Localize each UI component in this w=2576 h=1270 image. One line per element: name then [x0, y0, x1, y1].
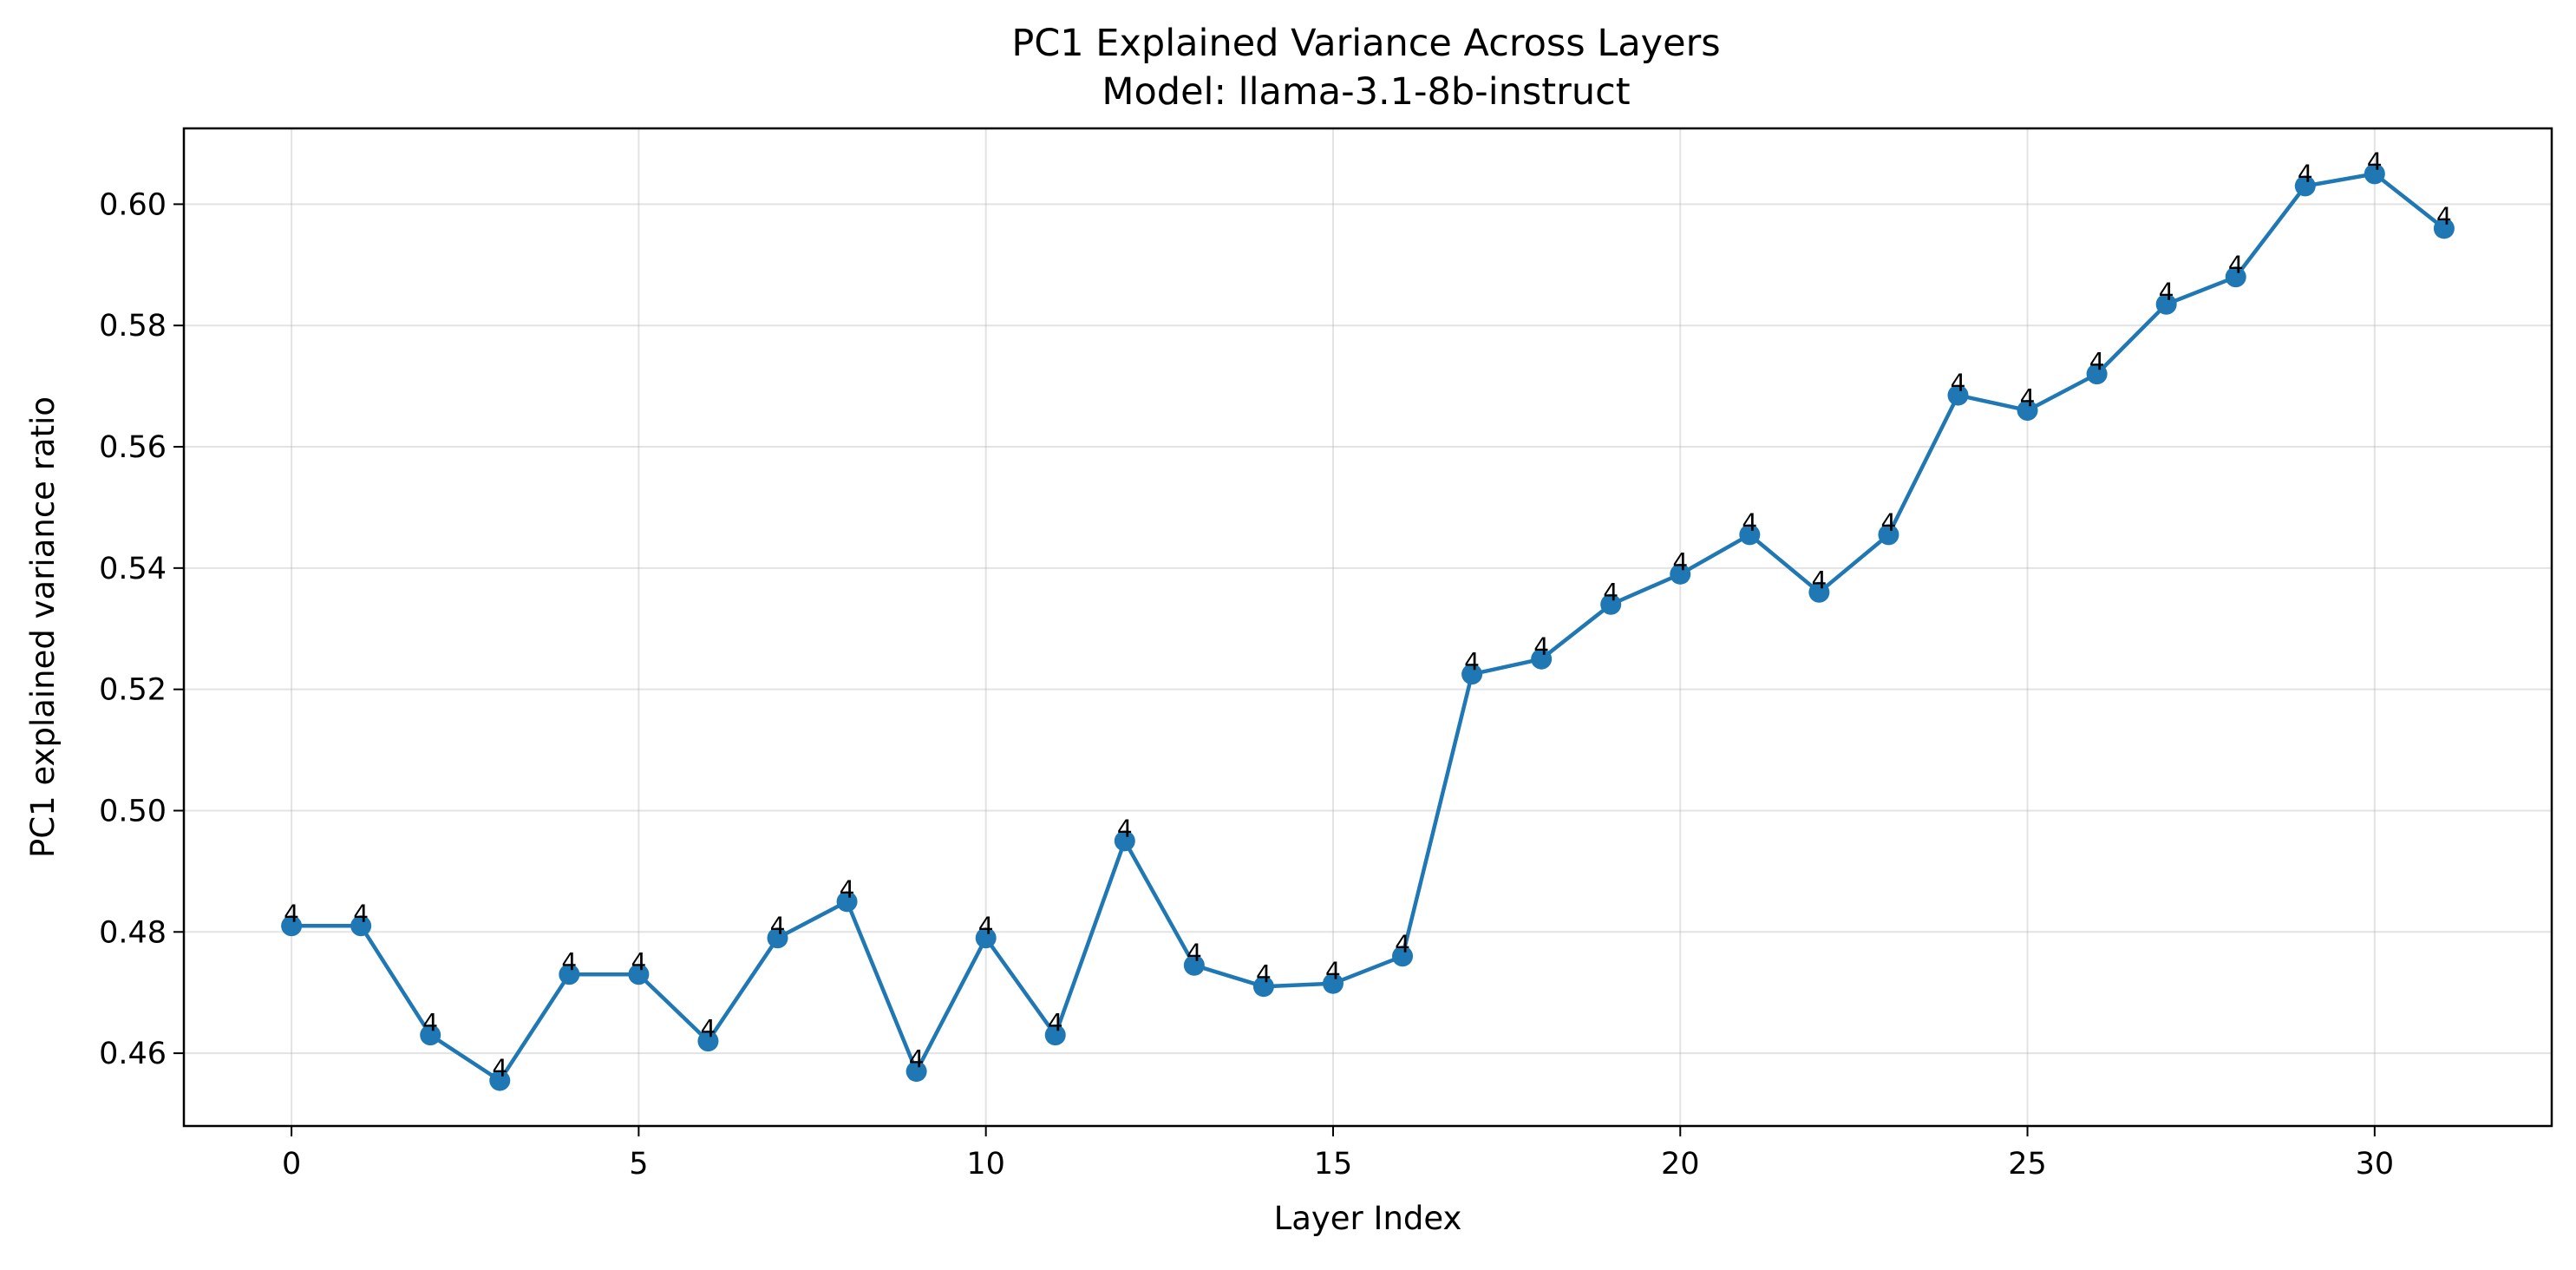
data-point [1044, 1025, 1066, 1046]
data-point [1670, 563, 1691, 585]
data-point [2086, 363, 2108, 385]
data-point-label: 4 [492, 1054, 507, 1083]
data-point [836, 891, 858, 913]
data-point-label: 4 [701, 1014, 716, 1043]
data-point [1878, 524, 1899, 546]
data-point-label: 4 [1117, 814, 1133, 842]
data-point-label: 4 [1533, 632, 1549, 661]
data-point [420, 1025, 441, 1046]
y-axis-ticks: 0.46 0.48 0.50 0.52 0.54 0.56 0.58 0.60 [99, 187, 184, 1071]
y-tick-label: 0.52 [99, 673, 167, 708]
chart-subtitle: Model: llama-3.1-8b-instruct [1102, 70, 1630, 114]
data-point [906, 1061, 927, 1083]
data-point [1322, 972, 1344, 994]
data-point-label: 4 [1672, 547, 1688, 576]
data-point-label: 4 [978, 911, 994, 939]
data-point [2433, 218, 2455, 239]
data-point-label: 4 [1742, 507, 1757, 536]
data-point [281, 915, 303, 937]
data-point [1531, 648, 1553, 670]
data-point [1808, 581, 1830, 603]
data-point [1947, 384, 1969, 406]
x-axis-ticks: 0 5 10 15 20 25 30 [282, 1126, 2394, 1182]
data-point-label: 4 [631, 947, 646, 976]
data-point-label: 4 [1464, 647, 1480, 676]
data-point [1183, 954, 1205, 976]
data-point [1252, 976, 1274, 998]
data-point [2017, 400, 2038, 422]
y-tick-label: 0.48 [99, 915, 167, 950]
y-tick-label: 0.58 [99, 309, 167, 344]
data-point [1739, 524, 1761, 546]
data-point-label: 4 [1256, 959, 1272, 988]
data-point-label: 4 [2228, 250, 2244, 278]
plot-area-frame [182, 127, 2553, 1128]
data-point-label: 4 [770, 911, 786, 939]
data-point-label: 4 [1048, 1008, 1063, 1037]
data-point [1392, 946, 1414, 967]
data-point [2364, 163, 2385, 185]
data-point-label: 4 [353, 899, 369, 927]
data-point-label: 4 [2089, 347, 2105, 376]
data-point [1600, 593, 1622, 615]
data-point [767, 927, 788, 949]
data-point [975, 927, 997, 949]
series-line [291, 172, 2446, 1083]
data-point-label: 4 [2367, 147, 2383, 175]
data-point-label: 4 [561, 947, 577, 976]
data-point [2294, 175, 2316, 197]
x-tick-label: 5 [629, 1147, 648, 1182]
y-axis-label: PC1 explained variance ratio [24, 396, 62, 858]
y-tick-label: 0.56 [99, 430, 167, 465]
x-tick-label: 20 [1661, 1147, 1700, 1182]
chart-title: PC1 Explained Variance Across Layers [1011, 22, 1720, 65]
y-tick-label: 0.50 [99, 794, 167, 828]
data-point-label: 4 [2159, 278, 2174, 306]
y-tick-label: 0.54 [99, 552, 167, 586]
y-tick-label: 0.60 [99, 187, 167, 222]
data-point-label: 4 [1951, 369, 1966, 397]
data-point [559, 964, 580, 985]
data-point-label: 4 [2020, 383, 2036, 412]
x-tick-label: 10 [966, 1147, 1005, 1182]
data-point-label: 4 [909, 1044, 925, 1073]
data-point [1461, 664, 1483, 685]
data-point-label: 4 [1811, 566, 1827, 594]
x-tick-label: 30 [2356, 1147, 2395, 1182]
data-point-label: 4 [422, 1008, 438, 1037]
series-layer [281, 163, 2455, 1091]
data-point-label: 4 [840, 874, 855, 903]
data-point [697, 1031, 719, 1052]
x-tick-label: 0 [282, 1147, 301, 1182]
data-point-label: 4 [1395, 929, 1410, 958]
data-point-label: 4 [2436, 201, 2452, 230]
data-point-label: 4 [1187, 939, 1202, 967]
data-point [628, 964, 650, 985]
x-tick-label: 15 [1314, 1147, 1353, 1182]
y-tick-label: 0.46 [99, 1037, 167, 1071]
data-point [2225, 266, 2246, 288]
x-tick-label: 25 [2008, 1147, 2047, 1182]
data-point [350, 915, 372, 937]
data-point-label: 4 [2298, 159, 2313, 187]
data-point-label: 4 [284, 899, 299, 927]
data-point-label: 4 [1325, 957, 1341, 985]
point-label-layer: 4 4 4 4 4 4 4 4 4 4 4 4 4 4 4 4 4 4 4 4 4 4 4 4 4 4 4 4 4 4 4 4 [284, 147, 2452, 1082]
grid-lines [184, 128, 2552, 1126]
data-point [1114, 830, 1135, 852]
data-point [2155, 293, 2177, 315]
data-point-label: 4 [1881, 507, 1897, 536]
data-point-label: 4 [1603, 578, 1618, 606]
data-point [489, 1070, 511, 1091]
x-axis-label: Layer Index [1274, 1200, 1462, 1237]
